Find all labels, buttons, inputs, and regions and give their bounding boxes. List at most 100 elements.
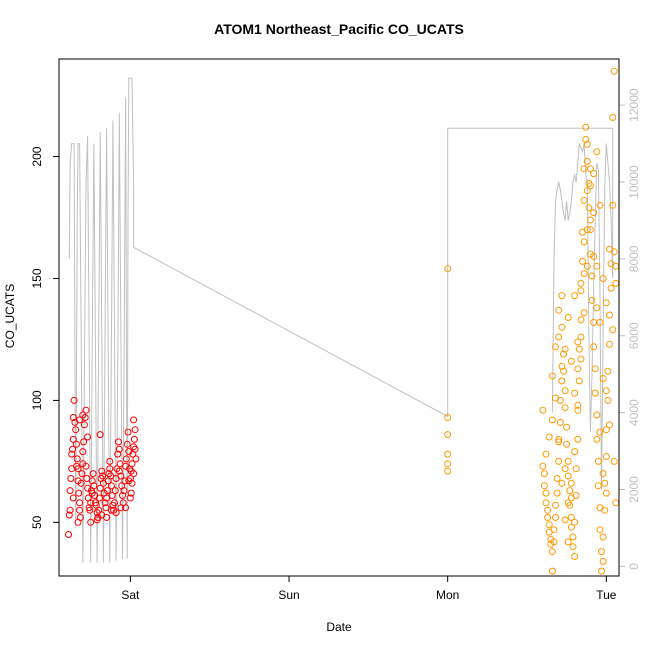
data-point bbox=[132, 455, 140, 463]
data-point bbox=[548, 548, 556, 556]
data-point bbox=[550, 538, 558, 546]
y2-tick-label: 10000 bbox=[627, 165, 641, 199]
data-point bbox=[87, 499, 95, 507]
data-point bbox=[77, 479, 85, 487]
data-point bbox=[609, 201, 617, 209]
data-point bbox=[574, 365, 582, 373]
data-point bbox=[564, 457, 572, 465]
data-point bbox=[569, 543, 577, 551]
data-point bbox=[558, 292, 566, 300]
data-point bbox=[594, 482, 602, 490]
data-point bbox=[601, 479, 609, 487]
data-point bbox=[120, 487, 128, 495]
x-tick-label: Tue bbox=[596, 588, 617, 602]
y-tick-label: 50 bbox=[30, 515, 44, 529]
data-point bbox=[110, 506, 118, 514]
data-point bbox=[577, 287, 585, 295]
data-point bbox=[98, 467, 106, 475]
data-point bbox=[66, 506, 74, 514]
data-point bbox=[111, 487, 119, 495]
series-1 bbox=[444, 67, 620, 575]
data-point bbox=[596, 428, 604, 436]
data-point bbox=[590, 343, 598, 351]
data-point bbox=[106, 457, 114, 465]
data-point bbox=[114, 450, 122, 458]
data-point bbox=[444, 431, 452, 439]
data-point bbox=[113, 465, 121, 473]
data-point bbox=[555, 435, 563, 443]
data-point bbox=[558, 479, 566, 487]
data-point bbox=[586, 165, 594, 173]
data-point bbox=[68, 450, 76, 458]
data-point bbox=[69, 435, 77, 443]
data-point bbox=[571, 389, 579, 397]
data-point bbox=[563, 440, 571, 448]
data-point bbox=[594, 457, 602, 465]
data-point bbox=[555, 306, 563, 314]
y2-tick-label: 0 bbox=[627, 563, 641, 570]
data-point bbox=[444, 450, 452, 458]
data-point bbox=[103, 514, 111, 521]
data-point bbox=[550, 526, 558, 534]
data-point bbox=[561, 387, 569, 395]
data-point bbox=[96, 494, 103, 502]
data-point bbox=[602, 387, 610, 395]
data-point bbox=[552, 514, 559, 521]
y2-tick-label: 6000 bbox=[627, 322, 641, 349]
data-point bbox=[122, 504, 130, 512]
data-point bbox=[111, 499, 118, 507]
data-point bbox=[131, 445, 139, 453]
data-point bbox=[577, 279, 585, 287]
data-point bbox=[444, 414, 452, 421]
data-point bbox=[539, 406, 547, 414]
chart-title: ATOM1 Northeast_Pacific CO_UCATS bbox=[214, 21, 464, 37]
data-point bbox=[571, 292, 579, 300]
data-point bbox=[577, 316, 585, 324]
data-point bbox=[542, 499, 550, 507]
data-point bbox=[122, 455, 130, 463]
data-point bbox=[121, 477, 129, 485]
data-point bbox=[609, 114, 617, 121]
data-point bbox=[93, 516, 101, 524]
x-tick-label: Mon bbox=[436, 588, 459, 602]
data-point bbox=[572, 465, 580, 473]
data-point bbox=[69, 494, 77, 502]
data-point bbox=[99, 472, 107, 480]
data-point bbox=[563, 423, 571, 431]
data-point bbox=[580, 196, 588, 204]
data-point bbox=[593, 304, 601, 312]
data-point bbox=[558, 323, 566, 331]
data-point bbox=[115, 445, 123, 453]
data-point bbox=[539, 462, 547, 470]
data-point bbox=[574, 406, 582, 414]
y2-tick-label: 2000 bbox=[627, 476, 641, 503]
data-point bbox=[564, 472, 572, 480]
data-point bbox=[575, 345, 583, 353]
data-point bbox=[574, 338, 582, 346]
data-point bbox=[130, 416, 138, 424]
data-point bbox=[106, 465, 114, 473]
data-point bbox=[75, 489, 83, 497]
data-point bbox=[599, 557, 607, 565]
data-point bbox=[591, 365, 599, 373]
data-point bbox=[569, 533, 577, 541]
data-point bbox=[548, 372, 556, 380]
data-point bbox=[580, 309, 588, 317]
data-point bbox=[567, 514, 575, 521]
data-point bbox=[564, 499, 572, 507]
data-point bbox=[582, 123, 590, 131]
data-point bbox=[130, 470, 138, 478]
data-point bbox=[127, 489, 135, 497]
data-point bbox=[115, 467, 123, 475]
data-point bbox=[606, 311, 613, 319]
data-point bbox=[67, 475, 75, 482]
data-point bbox=[124, 428, 132, 436]
data-point bbox=[593, 262, 601, 270]
data-point bbox=[590, 253, 598, 260]
data-point bbox=[117, 472, 125, 480]
data-point bbox=[542, 450, 550, 458]
data-point bbox=[610, 67, 618, 75]
data-point bbox=[577, 333, 585, 341]
data-point bbox=[76, 506, 84, 514]
data-point bbox=[90, 482, 98, 490]
